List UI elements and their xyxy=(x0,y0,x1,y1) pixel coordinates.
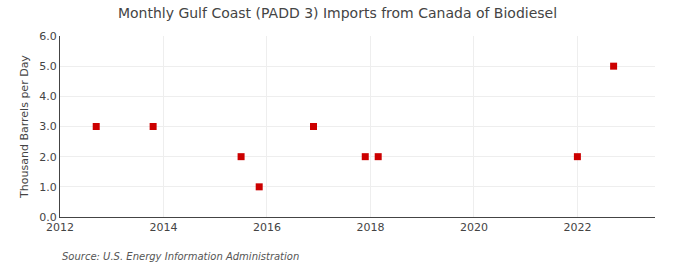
svg-text:4.0: 4.0 xyxy=(39,90,57,103)
svg-text:2016: 2016 xyxy=(253,221,281,234)
svg-text:Monthly Gulf Coast (PADD 3) Im: Monthly Gulf Coast (PADD 3) Imports from… xyxy=(118,5,557,21)
svg-text:Source: U.S. Energy Informatio: Source: U.S. Energy Information Administ… xyxy=(62,251,299,262)
svg-text:3.0: 3.0 xyxy=(39,120,57,133)
svg-text:6.0: 6.0 xyxy=(39,30,57,43)
svg-text:5.0: 5.0 xyxy=(39,60,57,73)
svg-text:2022: 2022 xyxy=(563,221,591,234)
svg-text:2018: 2018 xyxy=(356,221,384,234)
svg-text:0.0: 0.0 xyxy=(39,211,57,224)
svg-text:1.0: 1.0 xyxy=(39,181,57,194)
svg-text:2020: 2020 xyxy=(460,221,488,234)
svg-text:2014: 2014 xyxy=(149,221,177,234)
svg-text:2012: 2012 xyxy=(46,221,74,234)
svg-text:2.0: 2.0 xyxy=(39,151,57,164)
svg-text:Thousand Barrels per Day: Thousand Barrels per Day xyxy=(18,55,31,199)
